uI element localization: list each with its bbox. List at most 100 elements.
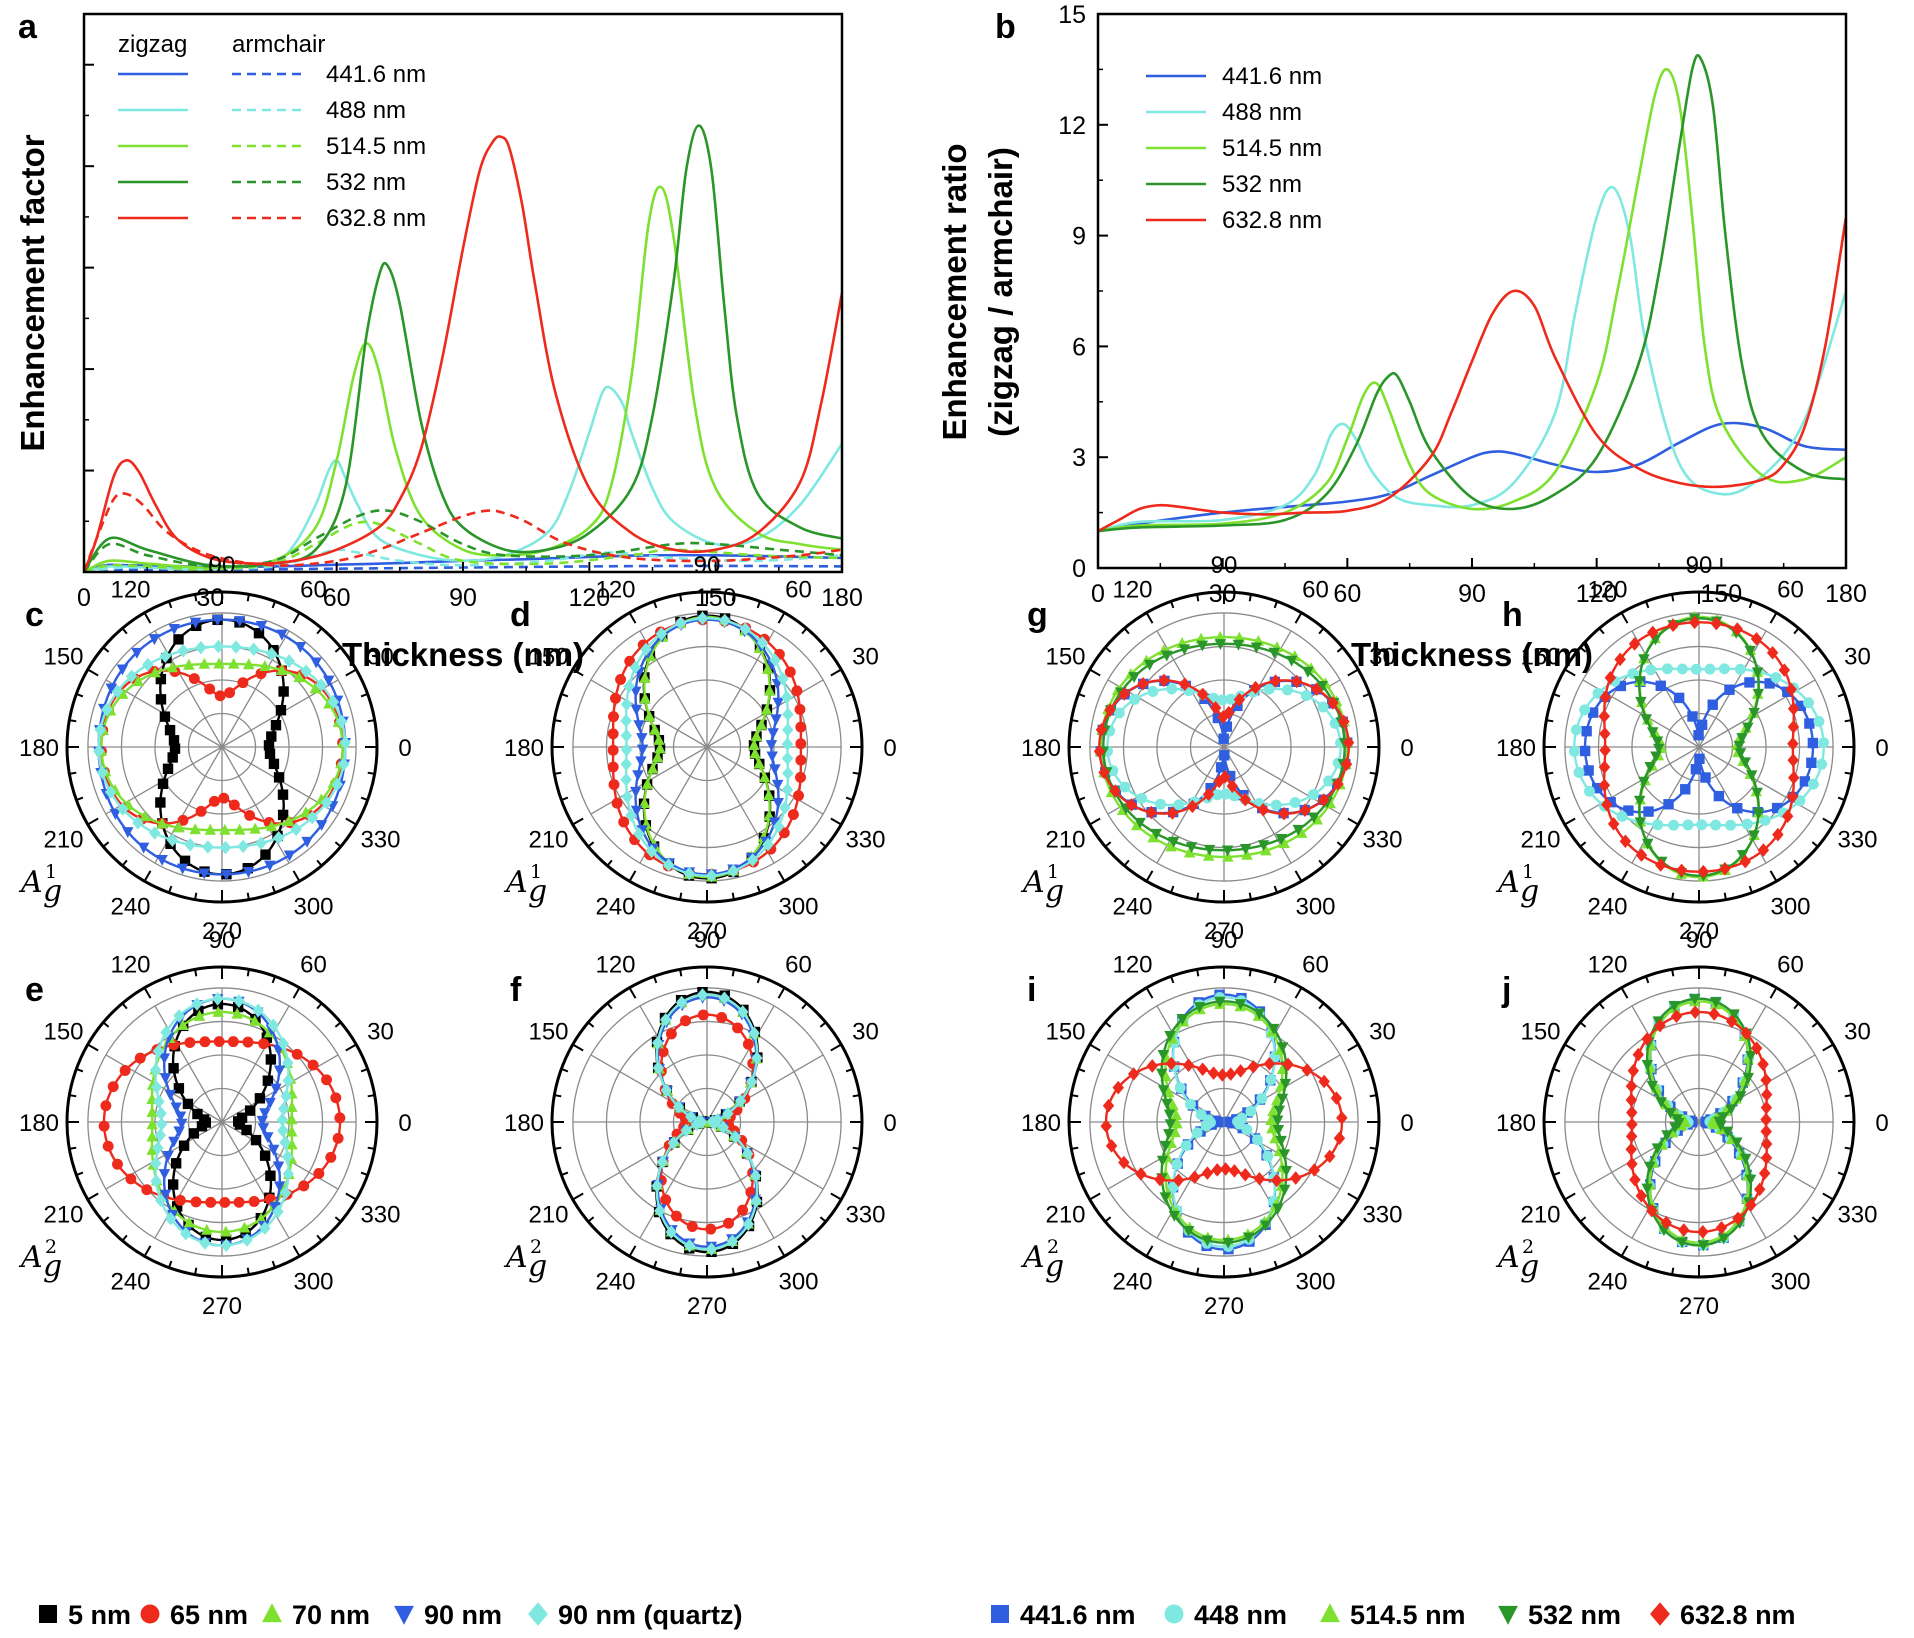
polar-marker-j-532-nm	[1641, 1060, 1654, 1071]
polar-marker-e-70-nm	[263, 1026, 276, 1038]
polar-marker-i-532-nm	[1272, 1124, 1285, 1136]
polar-marker-d-70-nm	[763, 789, 775, 800]
polar-grid-spoke	[1698, 1005, 1767, 1123]
bottom-legend-label: 5 nm	[68, 1600, 131, 1630]
polar-tick	[756, 1260, 761, 1268]
polar-marker-h-632-8-nm	[1781, 809, 1794, 824]
polar-marker-j-632-8-nm	[1641, 1032, 1653, 1046]
polar-marker-e-90-nm-quartz	[155, 1193, 167, 1208]
polar-tick	[271, 1260, 276, 1268]
polar-marker-g-632-8-nm	[1125, 798, 1138, 812]
polar-angle-label: 120	[595, 952, 635, 979]
polar-marker-j-532-nm	[1717, 1233, 1730, 1245]
polar-marker-c-5-nm	[253, 627, 265, 639]
polar-marker-d-90-nm-quartz	[623, 679, 635, 693]
polar-marker-h-532-nm	[1751, 667, 1764, 679]
polar-marker-h-441-6-nm	[1799, 776, 1811, 787]
polar-marker-i-514-5-nm	[1171, 1117, 1183, 1129]
polar-tick	[1123, 1234, 1130, 1242]
polar-tick	[1362, 693, 1370, 698]
polar-tick	[102, 646, 110, 653]
polar-marker-j-632-8-nm	[1689, 1005, 1701, 1019]
polar-angle-label: 180	[1021, 735, 1061, 762]
polar-tick	[628, 612, 637, 624]
polar-marker-h-532-nm	[1736, 850, 1749, 862]
polar-marker-d-90-nm-quartz	[625, 808, 637, 823]
polar-marker-e-70-nm	[201, 1223, 213, 1235]
polar-marker-h-441-6-nm	[1690, 764, 1702, 775]
polar-marker-f-90-nm-quartz	[717, 1120, 729, 1135]
polar-marker-f-65-nm	[705, 1223, 717, 1235]
polar-marker-h-632-8-nm	[1710, 616, 1723, 631]
polar-angle-label: 240	[110, 893, 150, 920]
polar-marker-c-5-nm	[273, 772, 285, 783]
polar-marker-j-632-8-nm	[1758, 1166, 1771, 1181]
mode-subscript: g	[43, 1249, 62, 1284]
polar-marker-h-632-8-nm	[1731, 622, 1744, 636]
series-a-632-8-nm-zigzag	[84, 135, 842, 572]
polar-marker-c-70-nm	[219, 823, 231, 835]
polar-marker-c-5-nm	[278, 686, 289, 697]
polar-angle-label: 210	[1520, 1202, 1560, 1229]
panel-label-d: d	[510, 596, 531, 634]
polar-marker-c-90-nm-quartz	[339, 735, 351, 750]
polar-marker-c-90-nm-quartz	[202, 840, 214, 854]
polar-marker-i-632-8-nm	[1263, 1057, 1276, 1071]
polar-tick	[1811, 1021, 1819, 1028]
polar-tick	[69, 719, 77, 723]
polar-tick	[587, 646, 595, 653]
polar-angle-label: 150	[1045, 644, 1085, 671]
polar-marker-e-65-nm	[248, 1196, 260, 1207]
polar-marker-e-65-nm	[102, 1140, 114, 1152]
polar-marker-h-632-8-nm	[1757, 843, 1770, 857]
polar-marker-h-441-6-nm	[1581, 726, 1592, 737]
polar-marker-e-65-nm	[332, 1132, 344, 1144]
polar-marker-i-532-nm	[1278, 1149, 1291, 1161]
polar-tick	[1145, 1245, 1154, 1257]
polar-angle-label: 150	[43, 1019, 83, 1046]
polar-marker-e-90-nm-quartz	[150, 1174, 162, 1189]
polar-angle-label: 210	[1045, 827, 1085, 854]
polar-tick	[271, 601, 276, 609]
polar-marker-i-632-8-nm	[1247, 1059, 1260, 1074]
polar-marker-d-70-nm	[750, 730, 763, 742]
bottom-legend-marker	[1320, 1603, 1340, 1623]
polar-marker-i-448-nm	[1265, 1074, 1277, 1086]
polar-tick	[845, 1171, 853, 1176]
panel-a: a 0 30 60 90 120 150 180 Thickness (nm) Enhanc…	[14, 8, 863, 673]
polar-marker-c-90-nm	[283, 850, 296, 862]
polar-marker-h-441-6-nm	[1696, 719, 1708, 730]
polar-marker-j-632-8-nm	[1760, 1124, 1772, 1139]
xtick-label: 120	[568, 584, 610, 612]
polar-marker-h-632-8-nm	[1787, 720, 1800, 734]
polar-angle-label: 300	[1770, 893, 1810, 920]
panel-b-legend: 441.6 nm 488 nm 514.5 nm 532 nm 632.8 nm	[1146, 63, 1322, 234]
polar-marker-i-632-8-nm	[1105, 1139, 1118, 1153]
mode-subscript: g	[1045, 874, 1064, 909]
mode-subscript: g	[1045, 1249, 1064, 1284]
polar-marker-e-5-nm	[188, 1128, 200, 1139]
polar-angle-label: 210	[43, 1202, 83, 1229]
series-a-632-8-nm-armchair	[84, 491, 842, 572]
xtick-label: 0	[1091, 580, 1105, 608]
polar-marker-i-448-nm	[1174, 1082, 1186, 1094]
polar-marker-e-90-nm-quartz	[153, 1094, 165, 1109]
polar-marker-c-70-nm	[293, 671, 305, 683]
polar-marker-h-448-nm	[1803, 697, 1814, 709]
polar-marker-e-90-nm	[269, 1202, 281, 1214]
polar-tick	[194, 892, 198, 900]
polar-tick	[1170, 885, 1175, 893]
polar-marker-e-65-nm	[190, 1196, 202, 1208]
polar-marker-e-90-nm-quartz	[282, 1055, 294, 1070]
mode-subscript: g	[43, 874, 62, 909]
polar-marker-j-632-8-nm	[1740, 1026, 1752, 1041]
polar-tick	[367, 1094, 375, 1098]
polar-marker-d-90-nm	[770, 714, 782, 726]
polar-marker-d-90-nm-quartz	[756, 635, 769, 650]
polar-marker-g-441-6-nm	[1218, 733, 1229, 744]
polar-angle-label: 330	[845, 827, 885, 854]
polar-tick	[606, 627, 613, 635]
polar-marker-d-90-nm-quartz	[705, 868, 718, 883]
polar-tick	[1844, 1094, 1852, 1098]
mode-label: A	[1020, 1240, 1045, 1275]
